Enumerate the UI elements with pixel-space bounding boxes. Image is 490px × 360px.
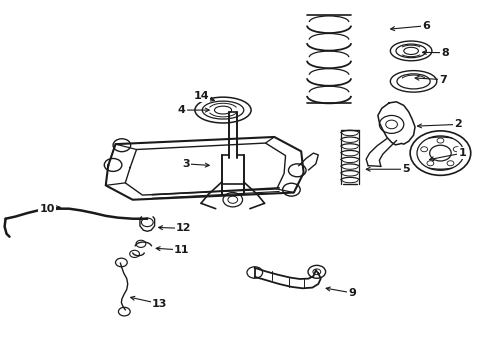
Text: 8: 8 [441,48,449,58]
Text: 14: 14 [193,91,209,101]
Text: 2: 2 [454,120,462,129]
Text: 5: 5 [402,164,410,174]
Text: 6: 6 [422,21,430,31]
Text: 3: 3 [183,159,190,169]
Text: 12: 12 [176,224,192,233]
Text: 13: 13 [152,299,167,309]
Text: 9: 9 [348,288,356,298]
Text: 7: 7 [439,75,447,85]
Text: 10: 10 [39,204,55,214]
Text: 1: 1 [459,148,466,158]
Text: 4: 4 [177,105,185,115]
Text: 11: 11 [174,245,189,255]
